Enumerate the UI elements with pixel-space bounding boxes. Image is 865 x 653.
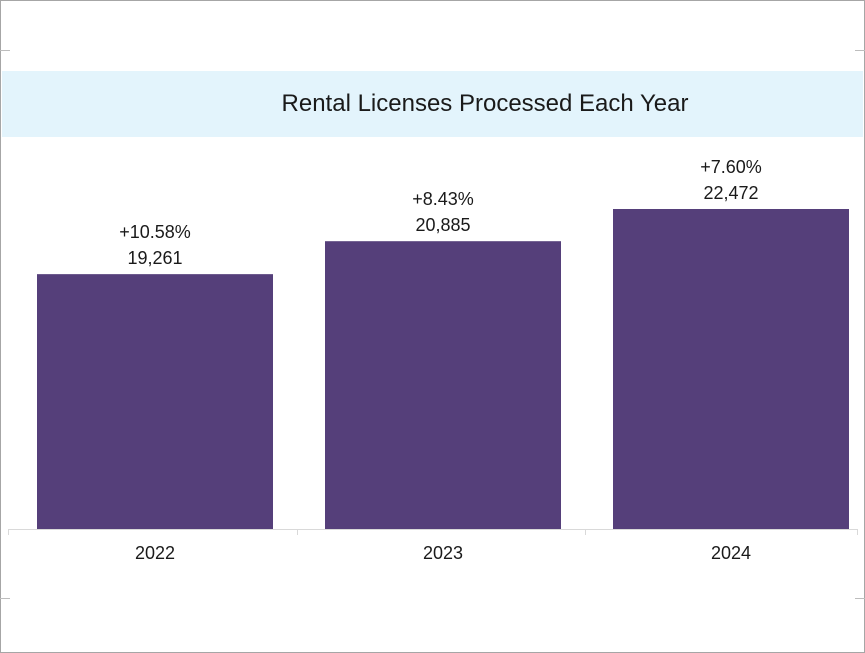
change-label-2023: +8.43% [412, 189, 474, 209]
x-tick-label-2024: 2024 [711, 543, 751, 563]
change-label-2022: +10.58% [119, 222, 191, 242]
right-edge-tick-top [855, 50, 865, 51]
bar-2022 [37, 274, 273, 529]
value-label-2024: 22,472 [703, 183, 758, 203]
left-edge-tick-top [0, 50, 10, 51]
x-tick-label-2023: 2023 [423, 543, 463, 563]
change-label-2024: +7.60% [700, 157, 762, 177]
chart-title: Rental Licenses Processed Each Year [281, 90, 689, 117]
value-label-2022: 19,261 [127, 248, 182, 268]
left-edge-tick-bottom [0, 598, 10, 599]
value-label-2023: 20,885 [415, 215, 470, 235]
bar-2024 [613, 209, 849, 529]
x-tick-label-2022: 2022 [135, 543, 175, 563]
right-edge-tick-bottom [855, 598, 865, 599]
title-band: Rental Licenses Processed Each Year [2, 71, 863, 137]
bar-2023 [325, 241, 561, 529]
